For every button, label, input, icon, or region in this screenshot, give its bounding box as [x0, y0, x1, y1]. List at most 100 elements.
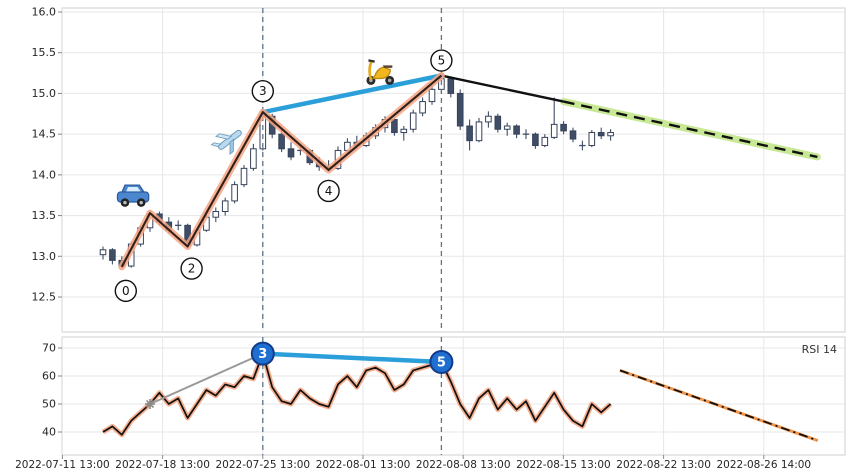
rsi-forecast-line: [619, 369, 818, 442]
candlestick: [532, 132, 539, 149]
y-tick-label: 13.0: [32, 250, 57, 263]
candlestick: [541, 134, 549, 148]
candlestick: [579, 140, 586, 151]
y-tick-label: 16.0: [32, 6, 57, 19]
candle-body: [485, 115, 492, 123]
wave-label-text: 4: [325, 184, 333, 198]
wave-label-3: 3: [251, 79, 274, 103]
candlestick: [475, 117, 483, 143]
wave-label-text: 5: [438, 54, 446, 68]
candle-body: [287, 148, 295, 158]
car-window: [126, 187, 141, 192]
candle-body: [212, 211, 220, 218]
y-tick-label: 15.5: [32, 46, 57, 59]
candlestick: [466, 119, 473, 151]
rsi-point-5: 5: [429, 350, 454, 374]
candle-body: [503, 125, 511, 130]
gray-guide-line: [149, 352, 264, 405]
car-hub: [123, 200, 127, 205]
candle-body: [250, 148, 257, 169]
candlestick: [250, 143, 257, 171]
wave-label-0: 0: [114, 279, 138, 303]
wave-label-text: 2: [188, 262, 196, 276]
candle-body: [456, 92, 464, 127]
x-tick-label: 2022-08-22 13:00: [616, 459, 711, 471]
rsi-panel: [61, 336, 846, 456]
y-tick-label: 13.5: [32, 209, 57, 222]
y-tick-label: 12.5: [32, 291, 57, 304]
plane-wing: [229, 138, 234, 156]
candlestick: [287, 142, 295, 161]
x-tick-label: 2022-08-08 13:00: [416, 459, 511, 471]
scooter-emoji: [366, 59, 395, 85]
candlestick: [240, 165, 248, 188]
x-tick-label: 2022-08-26 14:00: [716, 459, 811, 471]
wave-label-text: 0: [122, 284, 130, 298]
scooter-column: [368, 60, 373, 81]
candlestick: [607, 129, 614, 141]
x-tick-label: 2022-07-18 13:00: [115, 459, 210, 471]
candlestick: [485, 111, 492, 128]
wave-label-4: 4: [317, 179, 340, 203]
scooter-hub: [387, 78, 392, 83]
rsi-point-circle: [429, 350, 454, 374]
wave-label-circle: [180, 257, 203, 280]
candle-body: [560, 123, 567, 132]
candlestick: [456, 89, 464, 131]
wave-label-2: 2: [180, 257, 203, 280]
wave-label-circle: [430, 49, 453, 72]
y-tick-label: 50: [42, 398, 56, 411]
candlestick: [428, 85, 436, 105]
car-hub: [139, 200, 143, 205]
y-tick-label: 15.0: [32, 87, 57, 100]
candle-body: [569, 130, 577, 140]
candle-body: [550, 123, 558, 138]
y-tick-label: 14.0: [32, 168, 57, 181]
candlestick: [409, 109, 417, 133]
candlestick: [522, 129, 530, 140]
y-tick-label: 14.5: [32, 128, 57, 141]
car-emoji: [116, 184, 150, 207]
candle-body: [278, 133, 285, 150]
candle-body: [419, 101, 426, 114]
candlestick: [212, 207, 220, 223]
x-tick-label: 2022-07-25 13:00: [215, 459, 310, 471]
candle-body: [541, 136, 549, 147]
forecast-solid-line: [441, 74, 564, 103]
candle-body: [400, 128, 408, 134]
rsi-point-circle: [250, 341, 275, 366]
candlestick: [550, 97, 558, 140]
candle-body: [494, 115, 502, 130]
trendline-3-5: [260, 73, 444, 115]
scooter-handlebar: [368, 59, 375, 63]
candlestick: [597, 127, 605, 140]
candle-body: [221, 200, 229, 213]
x-tick-label: 2022-07-11 13:00: [15, 459, 110, 471]
y-tick-label: 40: [42, 426, 56, 439]
candle-body: [391, 118, 398, 134]
candle-body: [597, 132, 605, 137]
scooter-seat: [382, 65, 393, 68]
rsi-point-text: 3: [258, 347, 267, 362]
forecast-dashed-line: [563, 100, 818, 159]
candle-body: [513, 125, 520, 135]
rsi-point-3: 3: [250, 341, 275, 366]
y-tick-label: 70: [42, 342, 56, 355]
candle-body: [607, 132, 614, 137]
wave-label-text: 3: [259, 84, 267, 98]
candle-body: [109, 249, 116, 261]
candle-body: [428, 88, 436, 103]
candlestick: [400, 126, 408, 141]
candle-body: [409, 112, 417, 130]
candlestick: [99, 246, 107, 260]
star-marker: [145, 399, 155, 409]
candlestick: [391, 117, 398, 136]
candle-body: [99, 249, 107, 256]
y-tick-label: 60: [42, 370, 56, 383]
plane-wing: [215, 133, 233, 140]
wave-label-circle: [317, 179, 340, 203]
candlestick: [419, 97, 426, 117]
rsi-divergence-line: [260, 351, 444, 365]
